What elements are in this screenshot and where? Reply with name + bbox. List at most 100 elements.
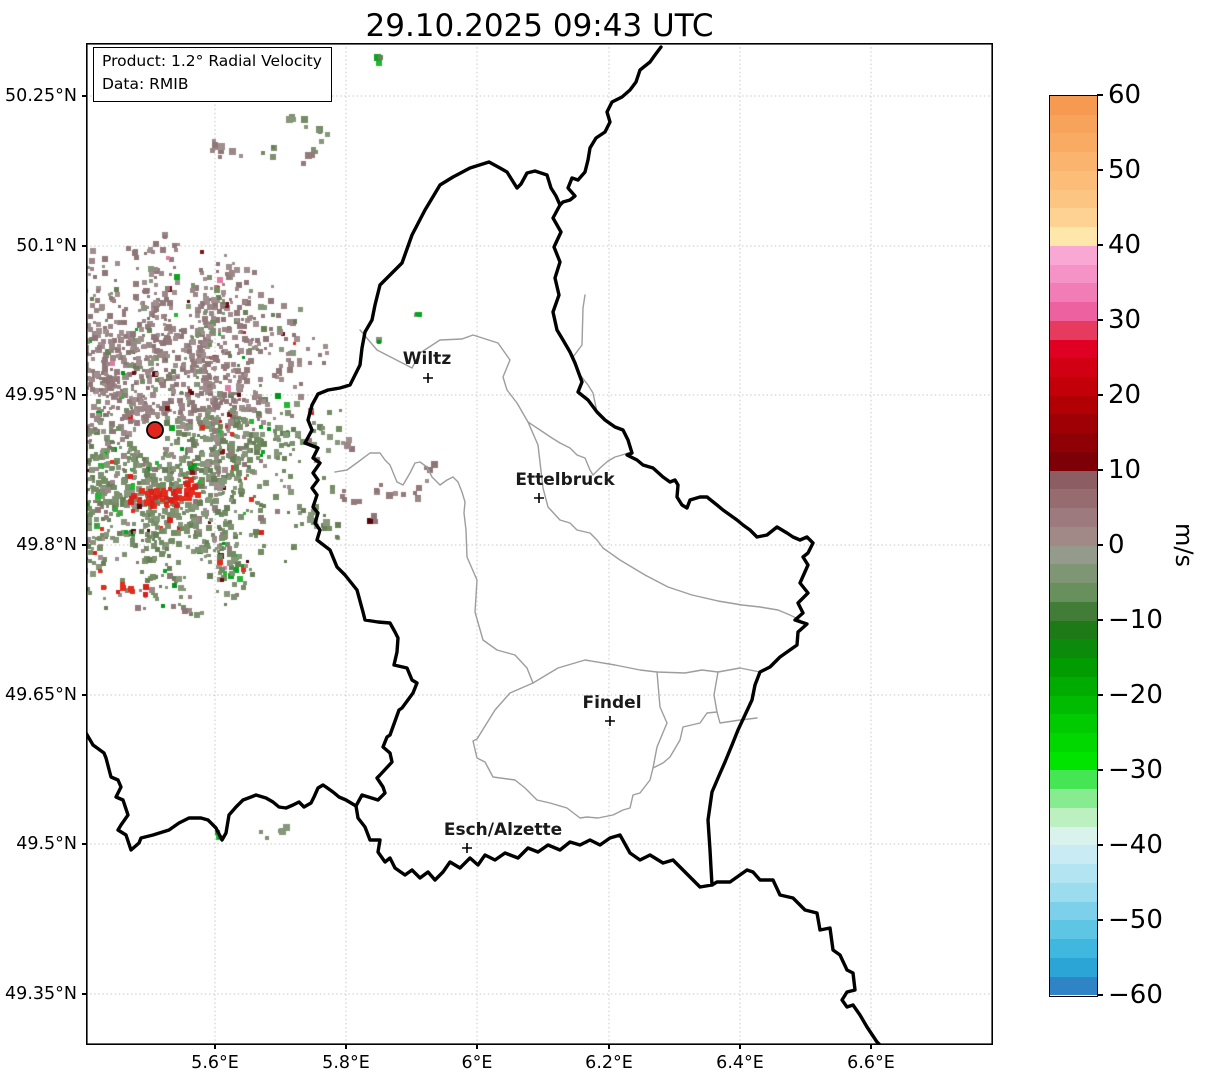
colorbar-segment <box>1050 789 1097 808</box>
y-tick-label: 49.8°N <box>16 535 77 555</box>
country-border <box>558 45 663 207</box>
y-tick-label: 50.25°N <box>5 86 77 106</box>
colorbar-segment <box>1050 227 1097 246</box>
colorbar-tick-label: 20 <box>1108 380 1142 410</box>
colorbar-segment <box>1050 470 1097 490</box>
x-tick-mark <box>870 1045 872 1049</box>
y-tick-mark <box>82 694 86 696</box>
colorbar-tick-label: −60 <box>1108 980 1163 1010</box>
region-border <box>572 294 598 413</box>
y-tick-mark <box>82 993 86 995</box>
region-border <box>532 659 761 684</box>
city-marker <box>534 493 544 503</box>
y-tick-label: 49.65°N <box>5 685 77 705</box>
colorbar-segment <box>1050 245 1097 265</box>
x-tick-label: 6.4°E <box>716 1053 764 1073</box>
colorbar-tick-label: 10 <box>1108 455 1142 485</box>
colorbar-segment <box>1050 264 1097 284</box>
x-tick-label: 5.6°E <box>191 1053 239 1073</box>
product-info-box: Product: 1.2° Radial Velocity Data: RMIB <box>93 47 332 102</box>
colorbar-segment <box>1050 358 1097 378</box>
y-tick-mark <box>82 544 86 546</box>
colorbar-tick-mark <box>1097 94 1103 96</box>
colorbar-segment <box>1050 882 1097 902</box>
colorbar-segment <box>1050 601 1097 621</box>
region-border <box>359 329 801 621</box>
colorbar-tick-mark <box>1097 769 1103 771</box>
colorbar-segment <box>1050 714 1097 733</box>
colorbar-segment <box>1050 133 1097 153</box>
region-border <box>334 452 534 684</box>
colorbar-segment <box>1050 770 1097 790</box>
y-tick-mark <box>82 245 86 247</box>
y-tick-label: 50.1°N <box>16 236 77 256</box>
map-borders <box>86 43 993 1045</box>
colorbar-tick-label: −20 <box>1108 680 1163 710</box>
colorbar-segment <box>1050 564 1097 584</box>
colorbar-segment <box>1050 864 1097 883</box>
colorbar-tick-mark <box>1097 544 1103 546</box>
colorbar-tick-mark <box>1097 994 1103 996</box>
colorbar-segment <box>1050 845 1097 865</box>
y-tick-label: 49.35°N <box>5 984 77 1004</box>
city-marker <box>462 843 472 853</box>
y-tick-mark <box>82 95 86 97</box>
region-border <box>652 671 668 769</box>
city-label: Esch/Alzette <box>443 820 563 840</box>
colorbar-segment <box>1050 732 1097 752</box>
region-border <box>713 671 719 713</box>
colorbar-tick-label: 40 <box>1108 230 1142 260</box>
colorbar-tick-label: −30 <box>1108 755 1163 785</box>
radar-site-dot <box>146 421 164 439</box>
colorbar-segment <box>1050 620 1097 640</box>
colorbar-segment <box>1050 939 1097 958</box>
product-info-line1: Product: 1.2° Radial Velocity <box>102 52 322 70</box>
city-label: Wiltz <box>402 349 452 369</box>
colorbar-segment <box>1050 489 1097 509</box>
product-info-line2: Data: RMIB <box>102 75 189 94</box>
colorbar-segment <box>1050 826 1097 846</box>
colorbar-tick-mark <box>1097 619 1103 621</box>
figure-title: 29.10.2025 09:43 UTC <box>365 8 714 44</box>
country-border <box>303 160 815 889</box>
colorbar-segment <box>1050 526 1097 546</box>
colorbar-tick-label: 60 <box>1108 80 1142 110</box>
colorbar-segment <box>1050 339 1097 359</box>
city-marker <box>423 373 433 383</box>
colorbar-segment <box>1050 920 1097 940</box>
colorbar-segment <box>1050 976 1097 996</box>
colorbar-segment <box>1050 639 1097 659</box>
colorbar-segment <box>1050 451 1097 471</box>
colorbar-segment <box>1050 320 1097 340</box>
colorbar-tick-label: 30 <box>1108 305 1142 335</box>
plot-frame <box>86 43 993 1045</box>
colorbar-tick-mark <box>1097 244 1103 246</box>
colorbar-tick-label: 50 <box>1108 155 1142 185</box>
colorbar-segment <box>1050 302 1097 321</box>
colorbar-segment <box>1050 508 1097 527</box>
x-tick-label: 5.8°E <box>322 1053 370 1073</box>
colorbar-segment <box>1050 676 1097 696</box>
x-tick-mark <box>214 1045 216 1049</box>
colorbar-tick-mark <box>1097 394 1103 396</box>
colorbar-segment <box>1050 170 1097 190</box>
x-tick-mark <box>345 1045 347 1049</box>
country-border <box>86 731 358 852</box>
colorbar-tick-label: −40 <box>1108 830 1163 860</box>
x-tick-mark <box>476 1045 478 1049</box>
y-tick-mark <box>82 843 86 845</box>
colorbar-tick-mark <box>1097 844 1103 846</box>
radar-echo-canvas <box>86 43 993 1045</box>
colorbar-tick-mark <box>1097 319 1103 321</box>
country-border <box>710 868 883 1045</box>
map-plot: Wiltz Ettelbruck Findel Esch/Alzette Produc… <box>86 43 993 1045</box>
region-border <box>527 421 629 476</box>
y-tick-label: 49.5°N <box>16 834 77 854</box>
x-tick-label: 6.6°E <box>847 1053 895 1073</box>
city-label: Ettelbruck <box>515 470 615 490</box>
colorbar-tick-mark <box>1097 469 1103 471</box>
colorbar-segment <box>1050 751 1097 771</box>
region-border <box>472 682 758 819</box>
city-label: Findel <box>582 693 642 713</box>
